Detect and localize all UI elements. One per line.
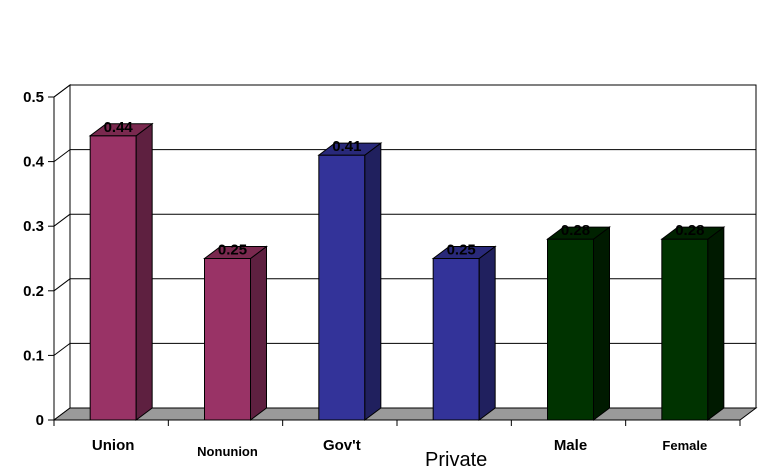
bar (88, 122, 154, 421)
data-labels: 0.44 0.25 0.41 0.25 0.28 0.28 (104, 119, 705, 259)
bar (203, 245, 268, 421)
gridlines (53, 84, 756, 356)
bar-front (547, 238, 594, 421)
bar-top (88, 123, 154, 137)
bar-side (478, 245, 496, 421)
y-tick-label: 0.2 (23, 283, 44, 300)
bar-top (660, 226, 726, 240)
bar (317, 142, 383, 421)
data-label: 0.25 (218, 242, 247, 259)
bar-top (317, 142, 383, 156)
bar-front (89, 135, 137, 421)
gridline-side (53, 342, 71, 356)
category-label: Gov't (323, 437, 361, 454)
y-axis (48, 96, 55, 421)
y-tick-label: 0 (36, 412, 44, 429)
gridline-side (53, 213, 71, 227)
y-tick-label: 0.3 (23, 218, 44, 235)
gridline-side (53, 149, 71, 163)
bar-top (203, 246, 268, 259)
bar-side (250, 245, 267, 421)
data-label: 0.28 (561, 222, 590, 239)
bar (660, 226, 726, 421)
category-label: Private (425, 449, 487, 471)
bars (88, 122, 726, 421)
bar-front (432, 258, 480, 421)
bar-top (431, 246, 497, 259)
gridline-side (53, 278, 71, 292)
bar-side (364, 142, 382, 421)
bar-front (661, 238, 709, 421)
bar (546, 226, 611, 421)
data-label: 0.44 (104, 119, 134, 136)
y-tick-labels: 0 0.1 0.2 0.3 0.4 0.5 (23, 89, 45, 429)
category-label: Nonunion (197, 444, 258, 459)
bar-side (593, 226, 610, 421)
bar-top (546, 226, 611, 240)
chart-walls (52, 84, 758, 421)
data-label: 0.25 (447, 242, 476, 259)
bar-side (135, 122, 153, 421)
category-label: Male (554, 437, 587, 454)
y-tick-label: 0.4 (23, 154, 45, 171)
side-wall (53, 84, 71, 421)
category-labels: Union Nonunion Gov't Private Male Female (53, 420, 741, 471)
back-wall (69, 84, 757, 409)
bar (431, 245, 497, 421)
data-label: 0.28 (675, 222, 704, 239)
bar-side (707, 226, 725, 421)
category-label: Female (662, 438, 707, 453)
y-tick-label: 0.5 (23, 89, 44, 106)
category-label: Union (92, 437, 135, 454)
floor (52, 407, 758, 421)
data-label: 0.41 (332, 138, 361, 155)
bar-front (204, 258, 251, 421)
gridline-side (53, 84, 71, 98)
bar-front (318, 154, 366, 421)
y-tick-label: 0.1 (23, 347, 44, 364)
